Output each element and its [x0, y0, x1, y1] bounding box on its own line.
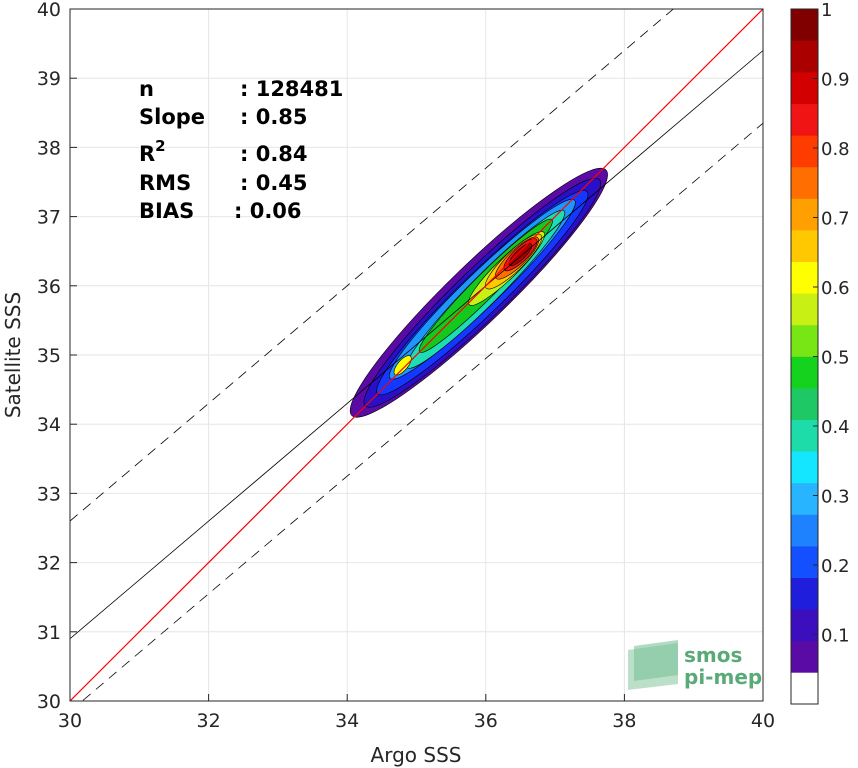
reference-lines	[70, 9, 763, 701]
colorbar-segment	[791, 293, 818, 326]
stat-value: : 128481	[240, 77, 343, 101]
colorbar-tick-label: 0.1	[821, 626, 850, 647]
stat-value: : 0.85	[240, 105, 308, 129]
stat-value: : 0.84	[240, 142, 308, 166]
y-axis-label: Satellite SSS	[1, 292, 25, 418]
stat-label: Slope	[139, 105, 205, 129]
colorbar-tick-label: 0.9	[821, 70, 850, 91]
colorbar-segment	[791, 72, 818, 105]
smos-pimep-logo: smos pi-mep	[628, 640, 762, 690]
colorbar-tick-label: 0.8	[821, 139, 850, 160]
colorbar-segment	[791, 198, 818, 231]
colorbar-segment	[791, 9, 818, 41]
colorbar-tick-label: 0.6	[821, 278, 850, 299]
colorbar-ticks: 0.1 0.2 0.3 0.4 0.5 0.6 0.7 0.8 0.9 1	[813, 0, 850, 647]
y-tick-label: 32	[37, 553, 61, 575]
stat-label: BIAS	[139, 199, 194, 223]
colorbar-segment	[791, 482, 818, 515]
identity-line	[70, 9, 763, 701]
colorbar-segment	[791, 261, 818, 294]
y-tick-label: 33	[37, 483, 61, 505]
colorbar-tick-label: 0.5	[821, 348, 850, 369]
colorbar-segment	[791, 103, 818, 136]
y-tick-label: 31	[37, 622, 61, 644]
secondary-density-peak	[393, 355, 412, 376]
colorbar-segment	[791, 356, 818, 389]
y-tick-label: 40	[37, 0, 61, 21]
stat-label: RMS	[139, 171, 191, 195]
colorbar-segment	[791, 230, 818, 263]
regression-line	[70, 50, 763, 640]
colorbar-tick-label: 0.3	[821, 487, 850, 508]
x-tick-label: 36	[474, 710, 498, 732]
x-tick-label: 38	[612, 710, 636, 732]
colorbar-segment	[791, 546, 818, 578]
logo-line2: pi-mep	[684, 665, 762, 689]
y-tick-label: 39	[37, 68, 61, 90]
colorbar-tick-label: 0.4	[821, 417, 850, 438]
stat-value: : 0.45	[240, 171, 308, 195]
stat-label: n	[139, 77, 154, 101]
colorbar-segment	[791, 609, 818, 642]
colorbar-tick-label: 0.2	[821, 556, 850, 577]
x-tick-label: 30	[58, 710, 82, 732]
colorbar-segment	[791, 40, 818, 73]
stat-value: : 0.06	[234, 199, 302, 223]
colorbar-segment	[791, 135, 818, 168]
x-tick-label: 40	[751, 710, 775, 732]
y-tick-label: 37	[37, 207, 61, 229]
logo-line1: smos	[684, 643, 742, 667]
stat-label: R2	[139, 137, 166, 166]
y-tick-label: 36	[37, 276, 61, 298]
upper-dashed-line	[70, 9, 674, 522]
colorbar-segment	[791, 324, 818, 357]
x-axis-label: Argo SSS	[371, 743, 462, 767]
x-axis-ticks: 30 32 34 36 38 40	[58, 694, 775, 732]
colorbar-segment	[791, 451, 818, 484]
y-axis-ticks: 30 31 32 33 34 35 36 37 38 39 40	[37, 0, 77, 713]
colorbar-tick-label: 0.7	[821, 209, 850, 230]
lower-dashed-line	[81, 122, 763, 701]
colorbar-segment	[791, 577, 818, 610]
colorbar-tick-label: 1	[821, 0, 832, 21]
colorbar-segment	[791, 514, 818, 547]
y-tick-label: 35	[37, 345, 61, 367]
y-tick-label: 38	[37, 137, 61, 159]
statistics-box: n : 128481 Slope : 0.85 R2 : 0.84 RMS : 0.45 BIA…	[139, 77, 343, 223]
colorbar-segment	[791, 672, 818, 705]
colorbar-segment	[791, 166, 818, 199]
y-tick-label: 34	[37, 414, 61, 436]
logo-wave-icon	[628, 640, 678, 690]
colorbar-segment	[791, 640, 818, 673]
y-tick-label: 30	[37, 691, 61, 713]
colorbar-segment	[791, 419, 818, 452]
x-tick-label: 32	[197, 710, 221, 732]
colorbar-segment	[791, 388, 818, 420]
x-tick-label: 34	[335, 710, 359, 732]
